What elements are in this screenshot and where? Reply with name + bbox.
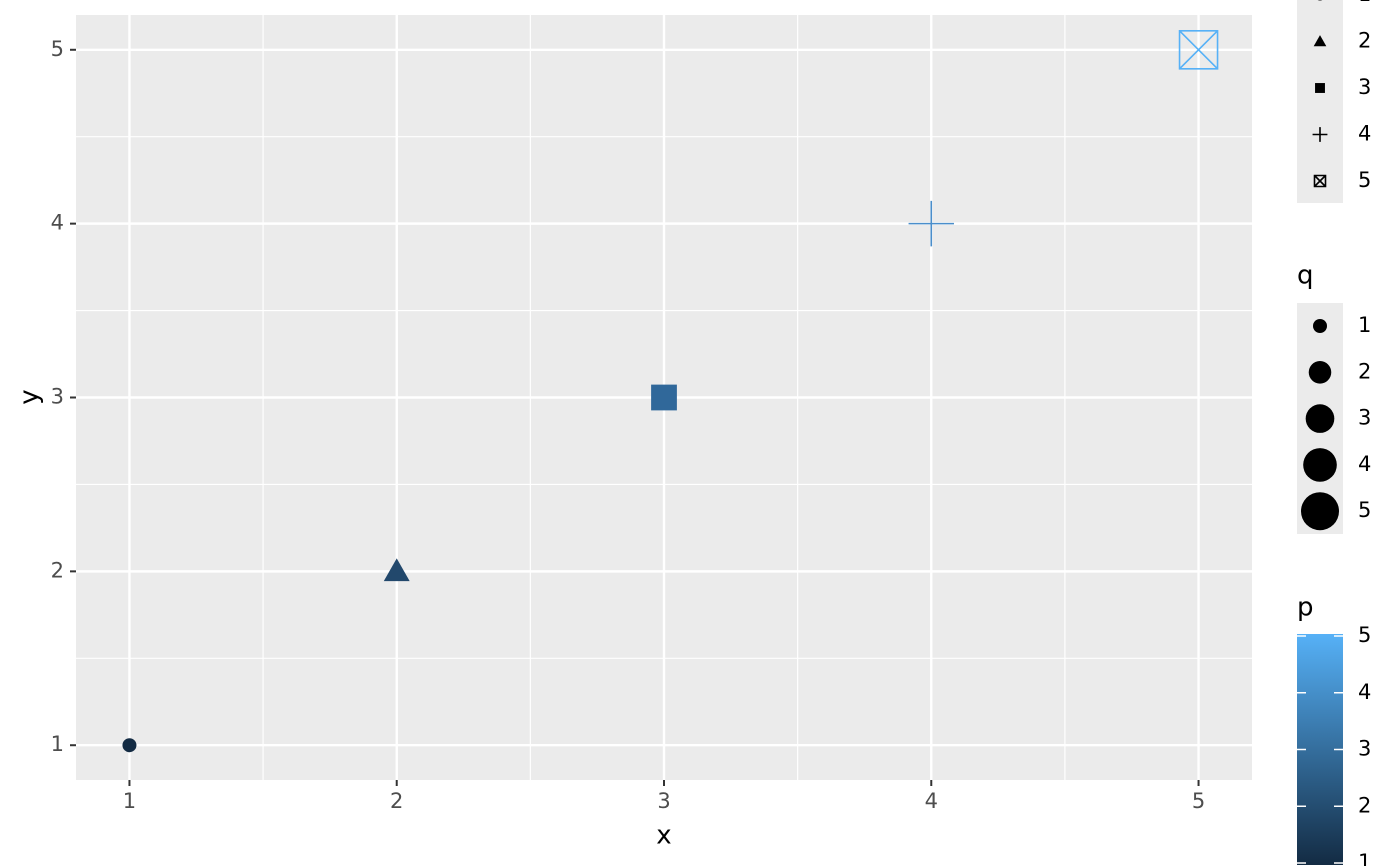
legend-shape: [1313, 35, 1327, 47]
legend-shape: [1313, 174, 1327, 188]
y-tick-label: 3: [51, 385, 64, 409]
y-tick-label: 1: [51, 732, 64, 756]
legend-label: 2: [1358, 29, 1371, 53]
colorbar-label: 3: [1358, 737, 1371, 761]
legend-label: 4: [1358, 452, 1371, 476]
x-tick-label: 1: [123, 789, 136, 813]
x-tick-label: 4: [925, 789, 938, 813]
legend-shape: [1315, 83, 1325, 93]
legend-label: 1: [1358, 313, 1371, 337]
colorbar-label: 2: [1358, 793, 1371, 817]
colorbar-label: 1: [1358, 850, 1371, 866]
point: [383, 558, 410, 582]
legend-shape: [1317, 0, 1323, 1]
legend-label: 2: [1358, 359, 1371, 383]
legend-label: 3: [1358, 406, 1371, 430]
legend-label: 1: [1358, 0, 1371, 6]
legend-label: 4: [1358, 122, 1371, 146]
legend-size: [1313, 319, 1327, 333]
legend-label: 5: [1358, 168, 1371, 192]
point: [1178, 29, 1219, 70]
legend-shape: [1312, 127, 1328, 142]
legend-title: q: [1297, 261, 1314, 291]
x-axis-title: x: [656, 821, 671, 851]
x-tick-label: 2: [390, 789, 403, 813]
y-axis-title: y: [15, 389, 45, 404]
y-tick-label: 2: [51, 558, 64, 582]
point: [908, 200, 954, 247]
legend-size: [1305, 404, 1335, 433]
point: [122, 738, 137, 753]
point: [651, 384, 677, 411]
legend-label: 5: [1358, 498, 1371, 522]
legend-key-bg: [1297, 0, 1343, 203]
legend-title: p: [1297, 593, 1314, 623]
legend-size: [1308, 361, 1332, 384]
legend-size: [1301, 492, 1339, 531]
x-tick-label: 5: [1192, 789, 1205, 813]
legend-label: 3: [1358, 75, 1371, 99]
y-tick-label: 5: [51, 37, 64, 61]
x-tick-label: 3: [657, 789, 670, 813]
colorbar-label: 4: [1358, 680, 1371, 704]
colorbar-label: 5: [1358, 623, 1371, 647]
legend-size: [1303, 448, 1337, 482]
y-tick-label: 4: [51, 211, 64, 235]
